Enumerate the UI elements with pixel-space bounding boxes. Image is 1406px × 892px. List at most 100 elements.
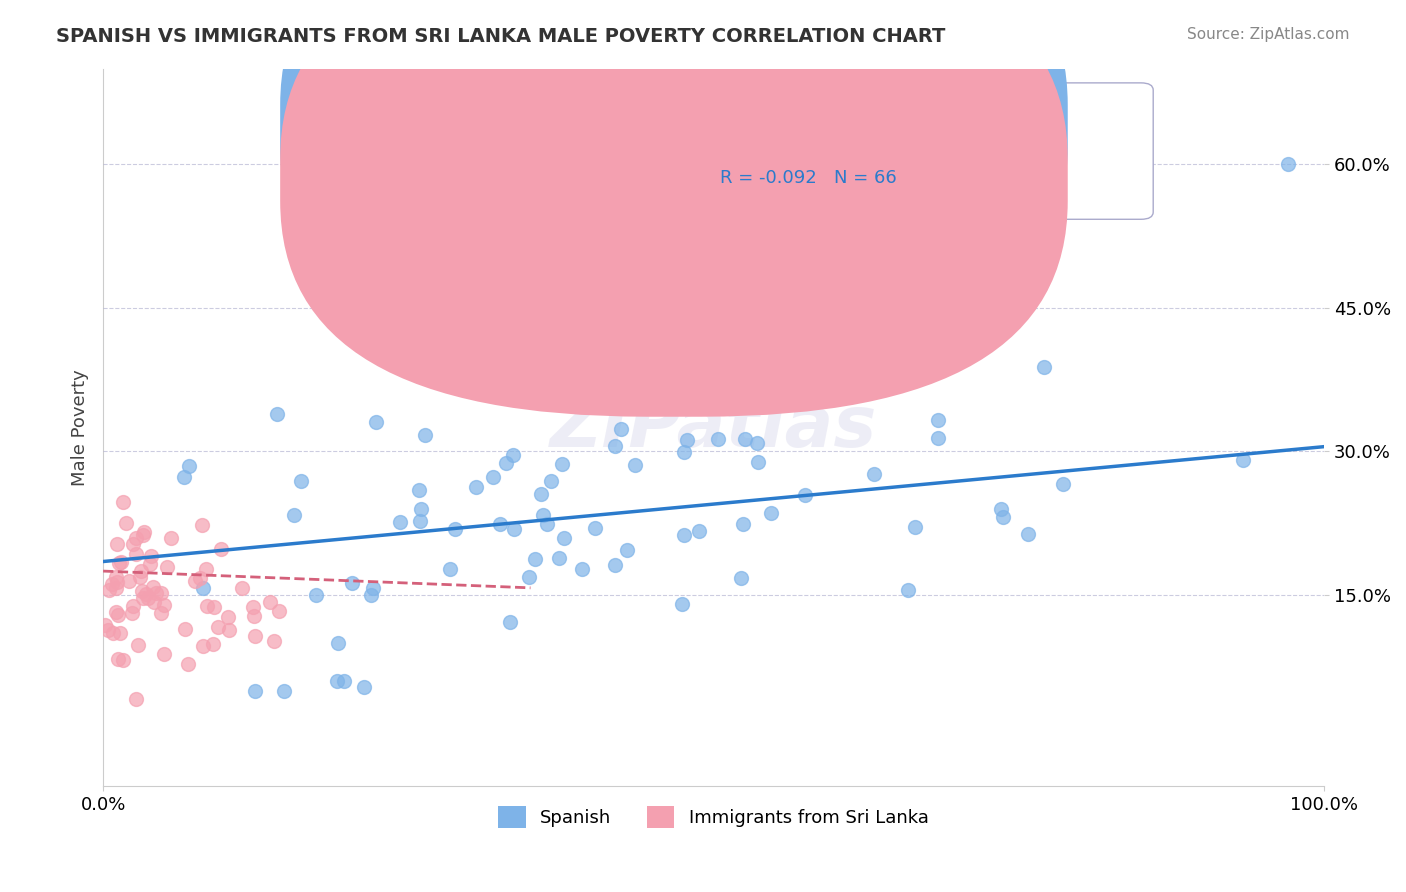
Text: R = -0.092   N = 66: R = -0.092 N = 66 — [720, 169, 897, 186]
Spanish — [245, 683, 267, 698]
Spanish — [688, 524, 710, 538]
Spanish — [832, 385, 855, 400]
Text: SPANISH VS IMMIGRANTS FROM SRI LANKA MALE POVERTY CORRELATION CHART: SPANISH VS IMMIGRANTS FROM SRI LANKA MAL… — [56, 27, 946, 45]
Immigrants from Sri Lanka — [139, 558, 162, 572]
Immigrants from Sri Lanka — [121, 599, 143, 613]
Spanish — [332, 673, 354, 688]
Immigrants from Sri Lanka — [263, 633, 285, 648]
Spanish — [364, 416, 387, 430]
Immigrants from Sri Lanka — [101, 625, 124, 640]
Immigrants from Sri Lanka — [195, 599, 218, 613]
Spanish — [571, 562, 593, 576]
Immigrants from Sri Lanka — [104, 570, 127, 584]
Immigrants from Sri Lanka — [107, 607, 129, 622]
Spanish — [863, 467, 886, 481]
Immigrants from Sri Lanka — [193, 639, 215, 653]
Immigrants from Sri Lanka — [97, 624, 120, 638]
Spanish — [990, 502, 1012, 516]
Spanish — [547, 550, 569, 565]
Immigrants from Sri Lanka — [145, 586, 167, 600]
Immigrants from Sri Lanka — [259, 595, 281, 609]
Immigrants from Sri Lanka — [201, 637, 224, 651]
Immigrants from Sri Lanka — [131, 591, 153, 605]
Immigrants from Sri Lanka — [188, 571, 211, 585]
Spanish — [502, 448, 524, 462]
Spanish — [409, 514, 432, 528]
Immigrants from Sri Lanka — [183, 574, 205, 588]
Spanish — [413, 427, 436, 442]
Immigrants from Sri Lanka — [105, 537, 128, 551]
Immigrants from Sri Lanka — [139, 549, 162, 563]
Spanish — [688, 357, 710, 371]
Spanish — [673, 445, 696, 459]
Spanish — [177, 458, 200, 473]
Immigrants from Sri Lanka — [153, 647, 176, 661]
Immigrants from Sri Lanka — [131, 584, 153, 599]
Spanish — [536, 516, 558, 531]
Immigrants from Sri Lanka — [105, 575, 128, 590]
Immigrants from Sri Lanka — [112, 494, 135, 508]
Immigrants from Sri Lanka — [207, 620, 229, 634]
Spanish — [730, 571, 752, 585]
Immigrants from Sri Lanka — [111, 653, 134, 667]
Spanish — [482, 470, 505, 484]
Spanish — [583, 521, 606, 535]
Immigrants from Sri Lanka — [150, 586, 173, 600]
Spanish — [603, 558, 626, 573]
Spanish — [586, 333, 609, 347]
Immigrants from Sri Lanka — [122, 536, 145, 550]
Spanish — [671, 597, 693, 611]
Spanish — [1052, 477, 1074, 491]
Spanish — [603, 438, 626, 452]
Immigrants from Sri Lanka — [115, 516, 138, 531]
Spanish — [1017, 526, 1039, 541]
Immigrants from Sri Lanka — [155, 560, 177, 574]
Immigrants from Sri Lanka — [143, 595, 166, 609]
FancyBboxPatch shape — [280, 0, 1067, 363]
Spanish — [672, 528, 695, 542]
Spanish — [360, 291, 382, 305]
FancyBboxPatch shape — [280, 0, 1067, 417]
Spanish — [703, 349, 725, 363]
Spanish — [553, 532, 575, 546]
Immigrants from Sri Lanka — [125, 691, 148, 706]
Immigrants from Sri Lanka — [107, 557, 129, 571]
Immigrants from Sri Lanka — [209, 542, 232, 557]
Immigrants from Sri Lanka — [127, 638, 149, 652]
Immigrants from Sri Lanka — [118, 574, 141, 588]
Spanish — [745, 436, 768, 450]
Spanish — [927, 431, 949, 445]
Immigrants from Sri Lanka — [107, 651, 129, 665]
Spanish — [326, 674, 349, 689]
Spanish — [853, 326, 876, 340]
Immigrants from Sri Lanka — [267, 604, 290, 618]
Spanish — [550, 457, 572, 471]
Immigrants from Sri Lanka — [195, 562, 218, 576]
Spanish — [530, 487, 553, 501]
Spanish — [353, 680, 375, 694]
Immigrants from Sri Lanka — [105, 581, 128, 595]
Immigrants from Sri Lanka — [242, 600, 264, 615]
Immigrants from Sri Lanka — [110, 555, 132, 569]
Text: R =  0.437   N = 77: R = 0.437 N = 77 — [720, 113, 896, 131]
Immigrants from Sri Lanka — [98, 583, 121, 598]
Immigrants from Sri Lanka — [160, 531, 183, 545]
Spanish — [761, 398, 783, 412]
Legend: Spanish, Immigrants from Sri Lanka: Spanish, Immigrants from Sri Lanka — [491, 798, 936, 835]
Spanish — [531, 508, 554, 523]
Spanish — [540, 475, 562, 489]
Spanish — [304, 588, 326, 602]
Immigrants from Sri Lanka — [125, 547, 148, 561]
Immigrants from Sri Lanka — [142, 580, 165, 594]
Spanish — [173, 470, 195, 484]
Immigrants from Sri Lanka — [108, 626, 131, 640]
Spanish — [896, 583, 918, 598]
Spanish — [904, 520, 927, 534]
Spanish — [411, 501, 433, 516]
Immigrants from Sri Lanka — [243, 629, 266, 643]
Y-axis label: Male Poverty: Male Poverty — [72, 369, 89, 486]
Immigrants from Sri Lanka — [231, 581, 253, 595]
Spanish — [443, 522, 465, 536]
Spanish — [191, 581, 214, 595]
Text: Source: ZipAtlas.com: Source: ZipAtlas.com — [1187, 27, 1350, 42]
